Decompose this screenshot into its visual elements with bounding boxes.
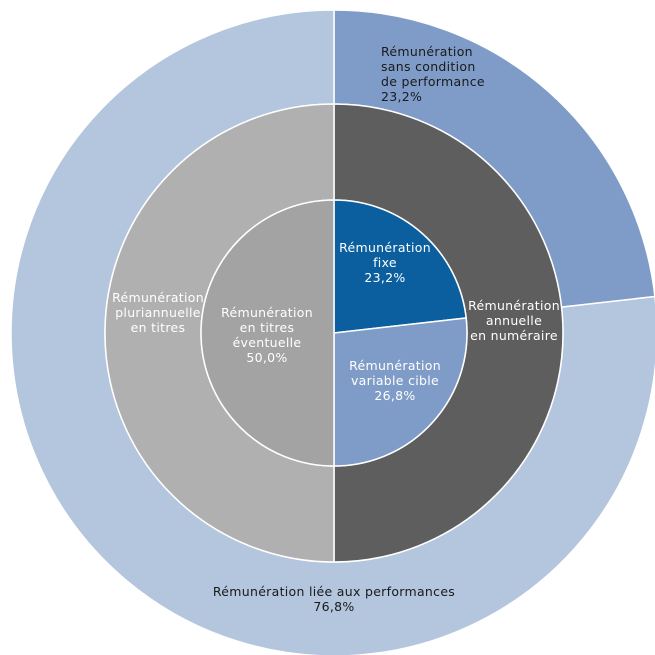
label-line: Rémunération — [381, 44, 473, 59]
labels-layer: Rémunération sans condition de performance… — [112, 44, 560, 614]
label-line: Rémunération liée aux performances — [213, 584, 455, 599]
label-line: 23,2% — [381, 89, 422, 104]
label-line: en titres — [240, 320, 295, 335]
label-fixe: Rémunération fixe 23,2% — [339, 240, 431, 285]
label-line: sans condition — [381, 59, 476, 74]
slice-titres[interactable] — [200, 199, 335, 467]
label-line: 26,8% — [374, 388, 415, 403]
label-line: Rémunération — [339, 240, 431, 255]
label-line: en numéraire — [470, 328, 558, 343]
slice-fixe[interactable] — [333, 199, 467, 334]
label-line: annuelle — [486, 313, 542, 328]
label-line: de performance — [381, 74, 485, 89]
slice-variable[interactable] — [333, 317, 468, 467]
label-line: pluriannuelle — [115, 305, 201, 320]
label-liee-perf: Rémunération liée aux performances 76,8% — [213, 584, 455, 614]
label-line: Rémunération — [468, 298, 560, 313]
label-line: variable cible — [351, 373, 439, 388]
label-titres: Rémunération en titres éventuelle 50,0% — [221, 305, 313, 365]
slices-layer — [10, 9, 655, 655]
label-line: en titres — [131, 320, 186, 335]
label-pluriannuelle: Rémunération pluriannuelle en titres — [112, 290, 204, 335]
label-variable: Rémunération variable cible 26,8% — [349, 358, 441, 403]
label-line: 76,8% — [313, 599, 354, 614]
label-sans-condition: Rémunération sans condition de performance… — [381, 44, 485, 104]
label-line: éventuelle — [233, 335, 302, 350]
label-line: Rémunération — [112, 290, 204, 305]
label-line: fixe — [373, 255, 397, 270]
label-line: Rémunération — [349, 358, 441, 373]
label-annuelle: Rémunération annuelle en numéraire — [468, 298, 560, 343]
label-line: 23,2% — [364, 270, 405, 285]
label-line: Rémunération — [221, 305, 313, 320]
label-line: 50,0% — [246, 350, 287, 365]
